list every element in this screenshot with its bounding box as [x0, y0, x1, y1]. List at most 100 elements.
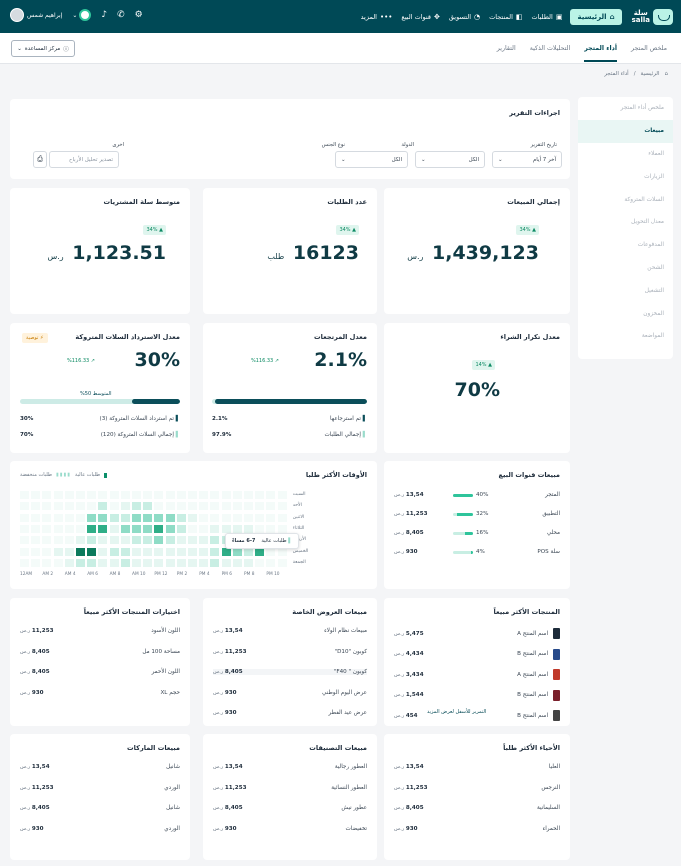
heatmap-cell[interactable]	[188, 547, 197, 556]
list-item[interactable]: اسم المنتج A 3,434 ر.س	[394, 669, 560, 680]
list-item[interactable]: اسم المنتج A 5,475 ر.س	[394, 628, 560, 639]
list-item[interactable]: عطور نيش 8,405 ر.س	[213, 805, 367, 811]
heatmap-cell[interactable]	[255, 558, 265, 567]
heatmap-cell[interactable]	[20, 547, 29, 556]
heatmap-cell[interactable]	[199, 524, 209, 533]
heatmap-cell[interactable]	[42, 491, 52, 499]
heatmap-cell[interactable]	[76, 524, 85, 533]
heatmap-cell[interactable]	[154, 558, 164, 567]
heatmap-cell[interactable]	[176, 547, 186, 556]
heatmap-cell[interactable]	[244, 558, 253, 567]
list-item[interactable]: شانيل 13,54 ر.س	[20, 764, 180, 770]
heatmap-cell[interactable]	[165, 502, 175, 511]
heatmap-cell[interactable]	[31, 547, 41, 556]
heatmap-cell[interactable]	[132, 558, 141, 567]
list-item[interactable]: عرض اليوم الوطني 930 ر.س	[213, 690, 367, 696]
heatmap-cell[interactable]	[165, 558, 175, 567]
heatmap-cell[interactable]	[109, 491, 119, 499]
heatmap-cell[interactable]	[20, 558, 29, 567]
list-item[interactable]: تخفيضات 930 ر.س	[213, 826, 367, 832]
heatmap-cell[interactable]	[199, 491, 209, 499]
country-select[interactable]: الكل ⌄	[415, 151, 485, 168]
heatmap-cell[interactable]	[98, 547, 108, 556]
heatmap-cell[interactable]	[87, 536, 97, 545]
store-switch-icon[interactable]: ⌄	[72, 9, 92, 21]
heatmap-cell[interactable]	[76, 513, 85, 522]
heatmap-cell[interactable]	[232, 502, 242, 511]
heatmap-cell[interactable]	[64, 524, 74, 533]
heatmap-cell[interactable]	[64, 513, 74, 522]
sidebar-item-topics[interactable]: المواضعة	[641, 333, 664, 340]
heatmap-cell[interactable]	[210, 547, 220, 556]
heatmap-cell[interactable]	[98, 558, 108, 567]
heatmap-cell[interactable]	[199, 513, 209, 522]
heatmap-cell[interactable]	[143, 547, 153, 556]
list-item[interactable]: اللون الأحمر 8,405 ر.س	[20, 669, 180, 675]
gender-select[interactable]: الكل ⌄	[335, 151, 408, 168]
heatmap-cell[interactable]	[221, 547, 231, 556]
whatsapp-icon[interactable]: ✆	[117, 10, 125, 20]
heatmap-cell[interactable]	[120, 536, 130, 545]
heatmap-cell[interactable]	[132, 547, 141, 556]
heatmap-cell[interactable]	[143, 536, 153, 545]
heatmap-cell[interactable]	[232, 547, 242, 556]
heatmap-cell[interactable]	[20, 491, 29, 499]
heatmap-cell[interactable]	[109, 513, 119, 522]
heatmap-cell[interactable]	[31, 536, 41, 545]
heatmap-cell[interactable]	[20, 524, 29, 533]
heatmap-cell[interactable]	[53, 524, 63, 533]
heatmap-cell[interactable]	[188, 502, 197, 511]
heatmap-cell[interactable]	[120, 558, 130, 567]
heatmap-cell[interactable]	[53, 558, 63, 567]
list-item[interactable]: الحمراء 930 ر.س	[394, 826, 560, 832]
heatmap-cell[interactable]	[199, 502, 209, 511]
heatmap-cell[interactable]	[132, 513, 141, 522]
heatmap-cell[interactable]	[165, 547, 175, 556]
tab-reports[interactable]: التقارير	[496, 45, 516, 52]
heatmap-cell[interactable]	[165, 491, 175, 499]
scroll-more-hint[interactable]: التمرير للأسفل لعرض المزيد	[424, 708, 490, 716]
heatmap-cell[interactable]	[64, 491, 74, 499]
heatmap-cell[interactable]	[143, 513, 153, 522]
list-item[interactable]: كوبون "D10" 11,253 ر.س	[213, 649, 367, 655]
heatmap-cell[interactable]	[98, 524, 108, 533]
heatmap-cell[interactable]	[42, 513, 52, 522]
list-item[interactable]: مساحة 100 مل 8,405 ر.س	[20, 649, 180, 655]
heatmap-cell[interactable]	[53, 513, 63, 522]
list-item[interactable]: مبيعات نظام الولاء 13,54 ر.س	[213, 628, 367, 634]
heatmap-cell[interactable]	[232, 513, 242, 522]
user-menu[interactable]: إبراهيم شمس	[10, 8, 62, 22]
tab-store-summary[interactable]: ملخص المتجر	[631, 45, 667, 52]
nav-channels[interactable]: ✥ قنوات البيع	[401, 13, 439, 21]
heatmap-cell[interactable]	[244, 547, 253, 556]
heatmap-cell[interactable]	[255, 513, 265, 522]
heatmap-cell[interactable]	[87, 547, 97, 556]
heatmap-cell[interactable]	[210, 558, 220, 567]
heatmap-cell[interactable]	[188, 558, 197, 567]
heatmap-cell[interactable]	[176, 558, 186, 567]
heatmap-cell[interactable]	[210, 491, 220, 499]
heatmap-cell[interactable]	[277, 524, 287, 533]
nav-more[interactable]: ••• المزيد	[361, 13, 393, 21]
sidebar-item-abandoned[interactable]: السلات المتروكة	[624, 196, 664, 203]
heatmap-cell[interactable]	[232, 491, 242, 499]
list-item[interactable]: كوبون " F40" 8,405 ر.س	[213, 669, 367, 675]
sidebar-item-customers[interactable]: العملاء	[648, 150, 664, 157]
heatmap-cell[interactable]	[266, 524, 276, 533]
heatmap-cell[interactable]	[255, 491, 265, 499]
bell-icon[interactable]: ♪	[101, 10, 108, 20]
heatmap-cell[interactable]	[266, 547, 276, 556]
heatmap-cell[interactable]	[42, 524, 52, 533]
heatmap-cell[interactable]	[120, 513, 130, 522]
list-item[interactable]: السليمانية 8,405 ر.س	[394, 805, 560, 811]
date-select[interactable]: آخر 7 أيام ⌄	[492, 151, 562, 168]
heatmap-cell[interactable]	[143, 491, 153, 499]
heatmap-cell[interactable]	[255, 547, 265, 556]
salla-logo[interactable]: سلة salla	[632, 8, 673, 25]
heatmap-cell[interactable]	[221, 513, 231, 522]
heatmap-cell[interactable]	[143, 524, 153, 533]
heatmap-cell[interactable]	[64, 547, 74, 556]
heatmap-cell[interactable]	[244, 502, 253, 511]
heatmap-cell[interactable]	[20, 513, 29, 522]
heatmap-cell[interactable]	[244, 524, 253, 533]
